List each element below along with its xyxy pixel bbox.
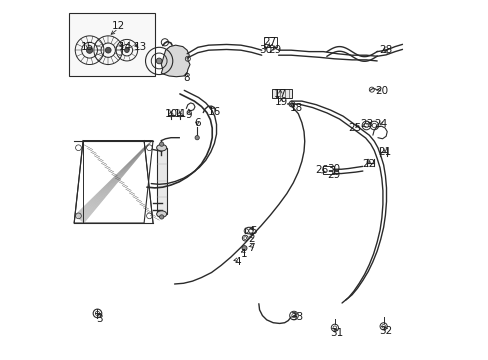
Text: 20: 20 bbox=[374, 86, 387, 96]
Text: 30: 30 bbox=[326, 164, 339, 174]
Text: 14: 14 bbox=[119, 42, 132, 52]
Circle shape bbox=[124, 48, 129, 53]
Text: 24: 24 bbox=[373, 120, 386, 129]
Bar bbox=[323, 166, 333, 174]
Bar bbox=[69, 13, 155, 76]
Text: 16: 16 bbox=[207, 107, 220, 117]
Circle shape bbox=[86, 47, 93, 53]
Text: 8: 8 bbox=[183, 73, 189, 83]
Text: 31: 31 bbox=[329, 328, 342, 338]
Text: 5: 5 bbox=[250, 226, 256, 236]
Circle shape bbox=[159, 215, 163, 219]
Polygon shape bbox=[161, 45, 190, 77]
Text: 9: 9 bbox=[185, 111, 192, 121]
Circle shape bbox=[242, 246, 246, 251]
Text: 15: 15 bbox=[81, 42, 94, 52]
Text: 23: 23 bbox=[359, 120, 372, 129]
Circle shape bbox=[159, 142, 163, 146]
Text: 11: 11 bbox=[173, 109, 186, 119]
Circle shape bbox=[105, 47, 111, 53]
Bar bbox=[156, 148, 166, 214]
Text: 3: 3 bbox=[96, 314, 102, 324]
Text: 22: 22 bbox=[362, 159, 375, 169]
Text: 33: 33 bbox=[289, 312, 303, 322]
Text: 29: 29 bbox=[326, 170, 339, 180]
Text: 19: 19 bbox=[274, 97, 287, 107]
Text: 12: 12 bbox=[111, 21, 124, 31]
Circle shape bbox=[156, 58, 162, 64]
Text: 32: 32 bbox=[378, 325, 391, 336]
Text: 29: 29 bbox=[268, 45, 281, 55]
Text: 4: 4 bbox=[234, 257, 240, 267]
Text: 1: 1 bbox=[241, 248, 247, 258]
Polygon shape bbox=[74, 140, 153, 223]
Text: 28: 28 bbox=[379, 45, 392, 55]
Bar bbox=[272, 89, 291, 98]
Text: 7: 7 bbox=[248, 243, 254, 253]
Text: 2: 2 bbox=[248, 234, 254, 244]
Text: 18: 18 bbox=[289, 103, 302, 113]
Circle shape bbox=[195, 135, 199, 140]
Text: 17: 17 bbox=[273, 89, 286, 99]
Text: 26: 26 bbox=[315, 165, 328, 175]
Text: 13: 13 bbox=[134, 42, 147, 52]
Text: 21: 21 bbox=[378, 147, 391, 157]
Ellipse shape bbox=[156, 144, 166, 151]
Ellipse shape bbox=[156, 211, 166, 217]
Text: 10: 10 bbox=[164, 109, 177, 119]
Text: 27: 27 bbox=[263, 37, 276, 47]
Text: 25: 25 bbox=[347, 123, 361, 133]
Bar bbox=[264, 37, 276, 47]
Text: 30: 30 bbox=[259, 45, 272, 55]
Text: 6: 6 bbox=[193, 118, 200, 128]
